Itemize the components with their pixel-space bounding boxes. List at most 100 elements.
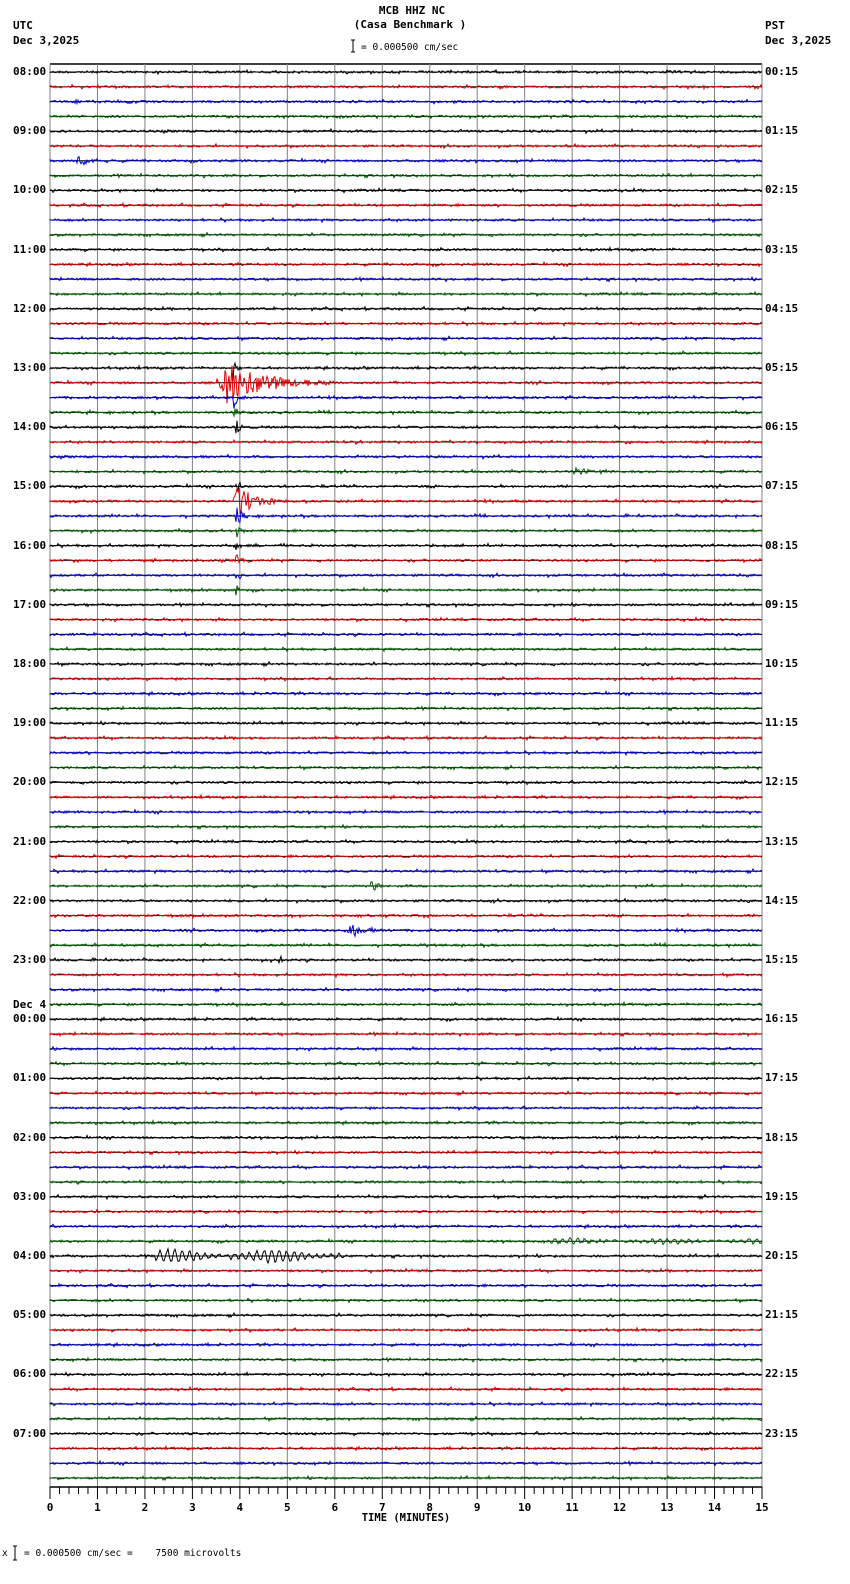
pst-hour-label: 16:15 <box>765 1012 799 1026</box>
utc-hour-label: 11:00 <box>13 242 47 256</box>
utc-hour-label: 19:00 <box>13 716 47 730</box>
pst-hour-label: 15:15 <box>765 953 799 966</box>
seismic-trace <box>49 1326 763 1334</box>
seismic-trace <box>49 216 763 224</box>
seismic-trace <box>49 1400 763 1408</box>
seismic-trace <box>49 155 763 166</box>
pst-hour-label: 13:15 <box>765 834 799 848</box>
seismic-trace <box>49 68 763 76</box>
seismic-trace <box>49 142 763 150</box>
utc-hour-label: 22:00 <box>13 893 47 907</box>
seismic-trace <box>49 1222 763 1230</box>
seismic-trace <box>49 660 763 668</box>
pst-hour-label: 10:15 <box>765 657 799 670</box>
seismic-trace <box>49 420 763 434</box>
utc-hour-label: 06:00 <box>13 1367 47 1381</box>
seismic-trace <box>49 553 763 565</box>
utc-hour-label: 00:00 <box>13 1012 47 1026</box>
seismic-trace <box>49 601 763 609</box>
seismic-trace <box>49 1148 763 1156</box>
seismic-trace <box>49 481 763 493</box>
seismic-trace <box>49 438 763 446</box>
seismic-trace <box>49 808 762 816</box>
seismic-trace <box>49 675 763 682</box>
seismic-trace <box>49 585 763 596</box>
seismic-trace <box>49 1474 763 1482</box>
pst-hour-label: 06:15 <box>765 420 799 434</box>
seismic-trace <box>49 764 763 771</box>
x-tick-label: 13 <box>660 1501 673 1514</box>
utc-hour-label: 16:00 <box>13 538 47 552</box>
seismic-trace <box>49 1385 763 1393</box>
seismic-trace <box>49 260 763 268</box>
seismic-trace <box>49 1030 763 1038</box>
seismic-trace <box>49 201 763 209</box>
seismic-trace <box>49 1430 763 1437</box>
x-tick-label: 2 <box>142 1501 149 1514</box>
seismic-trace <box>49 779 763 786</box>
pst-hour-label: 12:15 <box>765 775 799 789</box>
x-axis-label: TIME (MINUTES) <box>362 1512 451 1524</box>
seismic-trace <box>49 1163 763 1171</box>
seismic-trace <box>49 1370 763 1378</box>
seismic-trace <box>49 1105 762 1112</box>
station-title: MCB HHZ NC <box>378 4 446 17</box>
seismic-trace <box>49 823 763 831</box>
utc-hour-label: 20:00 <box>13 775 47 789</box>
pst-hour-label: 23:15 <box>765 1426 799 1440</box>
utc-hour-label: 12:00 <box>13 301 47 315</box>
seismic-trace <box>49 897 763 905</box>
x-tick-label: 5 <box>284 1501 291 1514</box>
utc-hour-label: 04:00 <box>13 1249 47 1262</box>
x-tick-label: 3 <box>189 1501 196 1514</box>
seismic-trace <box>49 507 763 523</box>
seismic-trace <box>49 1000 763 1008</box>
seismic-trace <box>49 1444 763 1452</box>
x-tick-label: 11 <box>566 1501 580 1514</box>
seismic-trace <box>49 719 763 727</box>
seismic-trace <box>49 971 763 979</box>
seismic-trace <box>49 487 763 514</box>
site-name: (Casa Benchmark ) <box>353 18 467 31</box>
pst-hour-label: 01:15 <box>765 124 799 138</box>
pst-hour-label: 04:15 <box>765 301 799 315</box>
x-tick-label: 7 <box>379 1501 386 1514</box>
utc-hour-label: 03:00 <box>13 1189 47 1203</box>
seismic-trace <box>49 526 763 538</box>
left-date: Dec 3,2025 <box>13 34 80 47</box>
pst-hour-label: 02:15 <box>765 183 799 197</box>
pst-hour-label: 05:15 <box>765 361 799 374</box>
x-tick-label: 4 <box>237 1501 244 1514</box>
right-timezone: PST <box>765 19 785 32</box>
seismic-trace <box>49 615 763 623</box>
seismic-trace <box>49 186 763 194</box>
seismic-trace <box>49 127 763 135</box>
seismic-trace <box>49 394 763 409</box>
x-tick-label: 14 <box>708 1501 722 1514</box>
seismic-trace <box>49 542 763 551</box>
date-change-label: Dec 4 <box>13 998 47 1012</box>
pst-hour-label: 08:15 <box>765 538 799 552</box>
utc-hour-label: 09:00 <box>13 124 47 138</box>
seismic-trace <box>49 245 763 253</box>
left-timezone: UTC <box>13 19 33 32</box>
x-tick-label: 8 <box>426 1501 433 1514</box>
utc-hour-label: 18:00 <box>13 657 47 670</box>
seismic-trace <box>49 320 763 328</box>
seismic-trace <box>49 1059 763 1067</box>
seismic-trace <box>49 361 763 382</box>
x-tick-label: 6 <box>331 1501 338 1514</box>
x-tick-label: 15 <box>755 1501 768 1514</box>
seismic-trace <box>49 466 763 476</box>
seismic-trace <box>49 1459 763 1467</box>
pst-hour-label: 00:15 <box>765 65 799 78</box>
seismic-trace <box>49 924 763 939</box>
seismic-trace <box>49 113 763 121</box>
utc-hour-label: 15:00 <box>13 479 47 493</box>
seismic-trace <box>49 1415 763 1423</box>
seismic-trace <box>49 290 763 298</box>
x-tick-label: 0 <box>47 1501 54 1514</box>
utc-hour-label: 10:00 <box>13 183 47 197</box>
pst-hour-label: 07:15 <box>765 479 799 493</box>
